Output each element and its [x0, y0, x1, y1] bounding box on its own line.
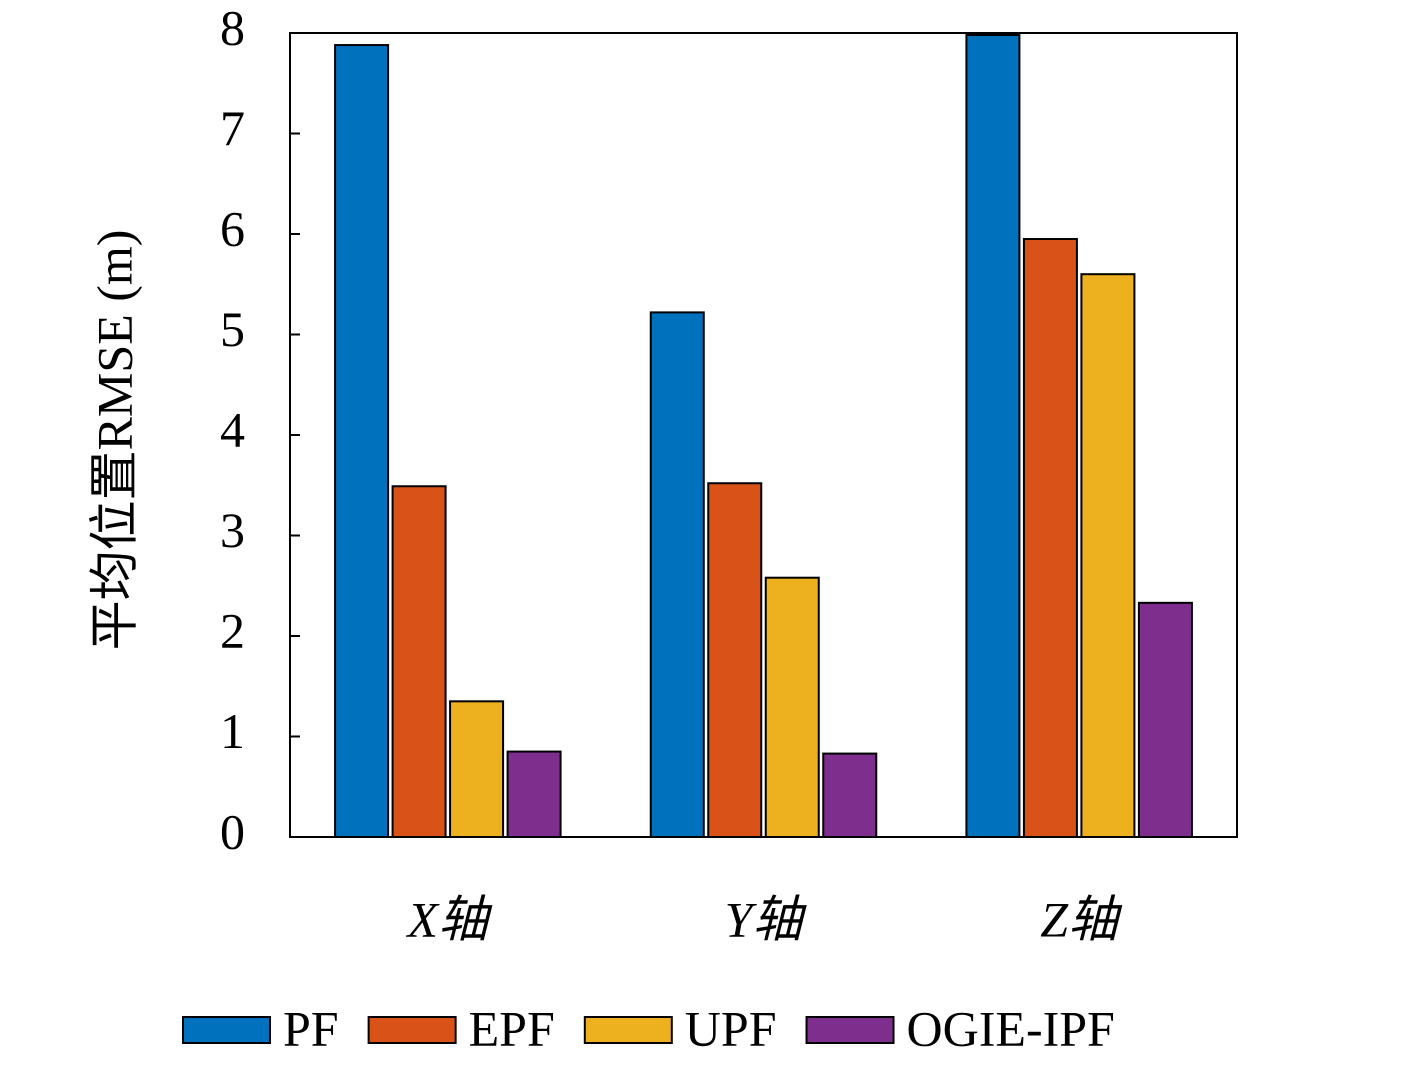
x-tick-label: Z轴 — [1040, 891, 1123, 947]
bar — [506, 750, 562, 839]
x-tick-label: X轴 — [406, 891, 494, 947]
legend-label: UPF — [685, 1000, 777, 1056]
bar — [1137, 601, 1193, 839]
legend-swatch — [182, 1016, 271, 1044]
y-tick-label: 7 — [220, 100, 245, 156]
bar — [1080, 273, 1136, 838]
bar — [649, 311, 705, 838]
y-tick-label: 1 — [220, 703, 245, 759]
y-tick-label: 0 — [220, 803, 245, 859]
y-tick-label: 6 — [220, 200, 245, 256]
legend-swatch — [805, 1016, 895, 1044]
y-axis-label: 平均位置RMSE (m) — [86, 230, 142, 651]
bar — [391, 485, 447, 838]
bar — [449, 700, 505, 839]
y-tick-label: 4 — [220, 401, 245, 457]
x-tick-label: Y轴 — [725, 891, 808, 947]
y-tick-label: 5 — [220, 301, 245, 357]
legend-label: PF — [283, 1000, 339, 1056]
bar — [707, 482, 763, 838]
legend-swatch — [583, 1016, 673, 1044]
bar — [965, 34, 1021, 838]
legend-label: OGIE-IPF — [907, 1000, 1115, 1056]
legend-label: EPF — [469, 1000, 555, 1056]
legend-swatch — [367, 1016, 457, 1044]
bar — [764, 576, 820, 839]
bar — [822, 752, 878, 839]
bar — [334, 44, 390, 839]
y-tick-label: 3 — [220, 502, 245, 558]
y-tick-label: 8 — [220, 0, 245, 55]
bar — [1022, 238, 1078, 838]
y-tick-label: 2 — [220, 602, 245, 658]
